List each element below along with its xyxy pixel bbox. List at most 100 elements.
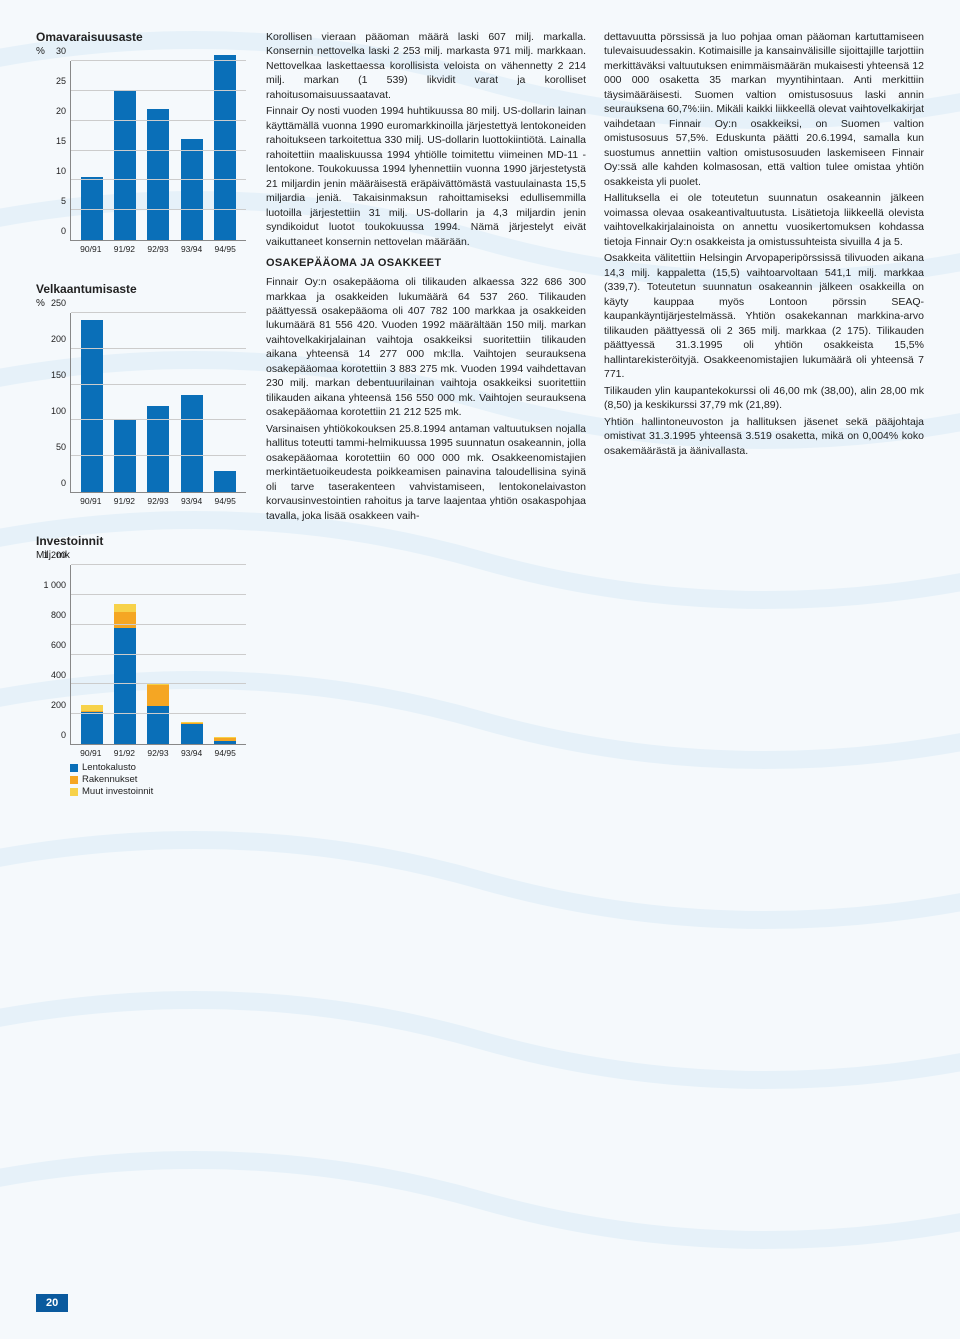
- bar: [214, 710, 236, 744]
- body-text-columns: Korollisen vieraan pääoman määrä laski 6…: [266, 30, 924, 825]
- legend-swatch: [70, 788, 78, 796]
- y-tick: 100: [51, 406, 66, 416]
- chart-investoinnit: Investoinnit Milj. mk 02004006008001 000…: [36, 534, 246, 797]
- grid-line: [71, 654, 246, 655]
- chart3-legend: LentokalustoRakennuksetMuut investoinnit: [70, 762, 246, 797]
- chart-velkaantumisaste: Velkaantumisaste % 0 50 100 150 200 250 90/91…: [36, 282, 246, 506]
- chart3-bars: [71, 565, 246, 744]
- y-tick: 200: [51, 334, 66, 344]
- y-tick: 150: [51, 370, 66, 380]
- bar: [214, 55, 236, 240]
- grid-line: [71, 419, 246, 420]
- x-label: 90/91: [80, 244, 102, 254]
- bar-segment: [114, 604, 136, 612]
- heading-osakepaaoma: OSAKEPÄÄOMA JA OSAKKEET: [266, 257, 586, 271]
- x-label: 93/94: [181, 244, 203, 254]
- bar: [147, 640, 169, 744]
- chart1-plot: [70, 61, 246, 241]
- y-tick: 200: [51, 700, 66, 710]
- chart2-title: Velkaantumisaste: [36, 282, 246, 296]
- x-label: 94/95: [214, 496, 236, 506]
- chart3-y-axis: 02004006008001 0001 200: [36, 565, 70, 745]
- chart3-plot: [70, 565, 246, 745]
- chart3-unit: Milj. mk: [36, 550, 246, 561]
- chart2-plot: [70, 313, 246, 493]
- y-tick: 30: [56, 46, 66, 56]
- grid-line: [71, 594, 246, 595]
- bar-segment: [181, 724, 203, 744]
- text-column-1: Korollisen vieraan pääoman määrä laski 6…: [266, 30, 586, 825]
- grid-line: [71, 564, 246, 565]
- x-label: 90/91: [80, 748, 102, 758]
- chart2-x-labels: 90/91 91/92 92/93 93/94 94/95: [70, 493, 246, 506]
- x-label: 94/95: [214, 748, 236, 758]
- para: Varsinaisen yhtiökokouksen 25.8.1994 ant…: [266, 422, 586, 523]
- text-column-2: dettavuutta pörssissä ja luo pohjaa oman…: [604, 30, 924, 825]
- legend-swatch: [70, 776, 78, 784]
- y-tick: 50: [56, 442, 66, 452]
- para: dettavuutta pörssissä ja luo pohjaa oman…: [604, 30, 924, 189]
- grid-line: [71, 624, 246, 625]
- chart2-bars: [71, 313, 246, 492]
- bar-segment: [114, 612, 136, 628]
- grid-line: [71, 713, 246, 714]
- para: Osakkeita välitettiin Helsingin Arvopape…: [604, 251, 924, 381]
- bar: [81, 320, 103, 492]
- chart1-x-labels: 90/9191/9292/9393/9494/95: [70, 241, 246, 254]
- legend-item: Rakennukset: [70, 774, 246, 785]
- y-tick: 15: [56, 136, 66, 146]
- chart1-y-axis: 051015202530: [36, 61, 70, 241]
- x-label: 90/91: [80, 496, 102, 506]
- y-tick: 800: [51, 610, 66, 620]
- bar-segment: [81, 712, 103, 744]
- para: Korollisen vieraan pääoman määrä laski 6…: [266, 30, 586, 102]
- x-label: 91/92: [113, 496, 135, 506]
- y-tick: 25: [56, 76, 66, 86]
- chart3-x-labels: 90/91 91/92 92/93 93/94 94/95: [70, 745, 246, 758]
- grid-line: [71, 348, 246, 349]
- x-label: 92/93: [147, 748, 169, 758]
- y-tick: 400: [51, 670, 66, 680]
- y-tick: 0: [61, 730, 66, 740]
- chart-omavaraisuusaste: Omavaraisuusaste % 051015202530 90/9191/…: [36, 30, 246, 254]
- legend-swatch: [70, 764, 78, 772]
- legend-label: Lentokalusto: [82, 762, 136, 773]
- para: Finnair Oy nosti vuoden 1994 huhtikuussa…: [266, 104, 586, 249]
- grid-line: [71, 384, 246, 385]
- grid-line: [71, 179, 246, 180]
- bar: [214, 471, 236, 492]
- y-tick: 0: [61, 478, 66, 488]
- bar: [114, 420, 136, 492]
- grid-line: [71, 455, 246, 456]
- bar-segment: [214, 741, 236, 744]
- chart2-unit: %: [36, 298, 246, 309]
- x-label: 92/93: [147, 244, 169, 254]
- charts-column: Omavaraisuusaste % 051015202530 90/9191/…: [36, 30, 246, 825]
- grid-line: [71, 209, 246, 210]
- grid-line: [71, 312, 246, 313]
- grid-line: [71, 120, 246, 121]
- chart1-bars: [71, 61, 246, 240]
- bar: [147, 109, 169, 240]
- legend-label: Muut investoinnit: [82, 786, 153, 797]
- bar: [181, 395, 203, 492]
- y-tick: 20: [56, 106, 66, 116]
- y-tick: 5: [61, 196, 66, 206]
- y-tick: 600: [51, 640, 66, 650]
- legend-item: Lentokalusto: [70, 762, 246, 773]
- x-label: 91/92: [113, 748, 135, 758]
- bar-segment: [147, 685, 169, 706]
- bar-segment: [114, 628, 136, 744]
- y-tick: 250: [51, 298, 66, 308]
- grid-line: [71, 683, 246, 684]
- bar: [114, 91, 136, 240]
- page-number: 20: [36, 1294, 68, 1312]
- bar: [181, 139, 203, 240]
- grid-line: [71, 90, 246, 91]
- x-label: 93/94: [181, 496, 203, 506]
- x-label: 92/93: [147, 496, 169, 506]
- x-label: 93/94: [181, 748, 203, 758]
- y-tick: 1 200: [43, 550, 66, 560]
- y-tick: 10: [56, 166, 66, 176]
- legend-label: Rakennukset: [82, 774, 137, 785]
